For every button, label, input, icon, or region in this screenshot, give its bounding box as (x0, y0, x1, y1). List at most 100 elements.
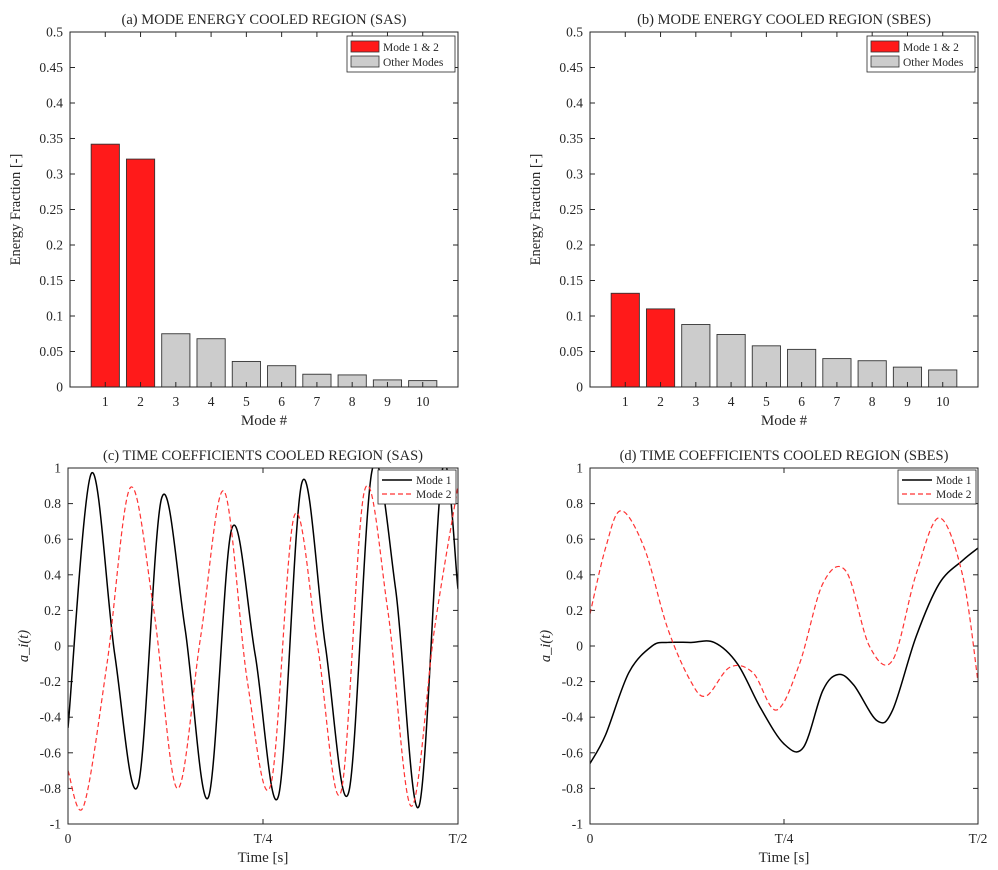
legend-label: Mode 2 (416, 489, 452, 501)
chart-title: (a) MODE ENERGY COOLED REGION (SAS) (121, 12, 406, 28)
x-tick-label: 5 (763, 394, 770, 409)
x-tick-label: 8 (349, 394, 356, 409)
y-tick-label: 0 (56, 380, 63, 395)
series-line-mode-2 (590, 510, 978, 711)
y-tick-label: 0.5 (46, 25, 63, 40)
y-tick-label: 0.05 (39, 344, 63, 359)
y-tick-label: 0.2 (566, 238, 583, 253)
x-tick-label: 2 (137, 394, 144, 409)
y-tick-label: 0.35 (559, 131, 583, 146)
y-tick-label: 0.3 (566, 167, 583, 182)
y-tick-label: 0 (54, 639, 61, 654)
x-axis-label: Time [s] (238, 850, 289, 866)
x-tick-label: T/4 (775, 831, 794, 846)
bar-mode-4 (716, 334, 746, 388)
y-tick-label: 0 (576, 639, 583, 654)
chart-title: (b) MODE ENERGY COOLED REGION (SBES) (637, 12, 931, 28)
y-tick-label: 0.4 (566, 567, 583, 582)
legend-label: Other Modes (903, 57, 964, 69)
y-tick-label: 0.4 (566, 96, 583, 111)
series-lines (68, 468, 458, 811)
y-tick-label: -1 (572, 817, 583, 832)
bar-mode-1 (610, 292, 640, 388)
legend-label: Mode 1 (936, 475, 972, 487)
y-tick-label: 0.8 (44, 496, 61, 511)
y-tick-label: 0.45 (39, 60, 63, 75)
legend-label: Mode 1 (416, 475, 452, 487)
y-tick-label: 0.2 (566, 603, 583, 618)
y-tick-label: 0.3 (46, 167, 63, 182)
x-tick-label: 0 (587, 831, 594, 846)
y-tick-label: -0.6 (40, 745, 62, 760)
y-tick-label: -0.2 (562, 674, 583, 689)
x-tick-label: 6 (278, 394, 285, 409)
y-tick-label: -0.8 (40, 781, 62, 796)
y-tick-label: 0.45 (559, 60, 583, 75)
y-tick-label: 1 (54, 461, 61, 476)
x-tick-label: 8 (869, 394, 876, 409)
x-tick-label: 6 (798, 394, 805, 409)
bar-mode-5 (751, 345, 781, 388)
legend-box (897, 469, 977, 505)
x-tick-label: 5 (243, 394, 250, 409)
y-tick-label: 0.8 (566, 496, 583, 511)
x-tick-label: 4 (728, 394, 735, 409)
y-axis-label: a_i(t) (16, 630, 32, 662)
x-axis-label: Time [s] (759, 850, 810, 866)
x-tick-label: T/2 (969, 831, 988, 846)
y-tick-label: 0.1 (46, 309, 63, 324)
x-tick-label: 2 (657, 394, 664, 409)
series-line-mode-1 (68, 468, 458, 809)
y-tick-label: -0.8 (562, 781, 584, 796)
x-tick-label: 9 (904, 394, 911, 409)
legend-label: Mode 1 & 2 (903, 42, 959, 54)
x-tick-label: 7 (314, 394, 321, 409)
chart-title: (d) TIME COEFFICIENTS COOLED REGION (SBE… (620, 448, 949, 464)
x-axis-label: Mode # (761, 413, 808, 429)
bar-mode-5 (231, 360, 261, 388)
x-tick-label: 3 (692, 394, 699, 409)
y-tick-label: -0.6 (562, 745, 584, 760)
legend-label: Other Modes (383, 57, 444, 69)
y-tick-label: 0.2 (44, 603, 61, 618)
y-tick-label: 0.4 (44, 567, 61, 582)
axes-box (67, 467, 459, 825)
x-tick-label: 1 (102, 394, 109, 409)
bar-mode-4 (196, 338, 226, 388)
x-tick-label: 0 (65, 831, 72, 846)
bar-mode-1 (90, 143, 120, 388)
series-line-mode-2 (68, 484, 458, 811)
y-tick-label: -0.4 (562, 710, 584, 725)
axes-box (589, 467, 979, 825)
y-tick-label: 0.2 (46, 238, 63, 253)
legend-label: Mode 2 (936, 489, 972, 501)
y-tick-label: 0.6 (566, 532, 583, 547)
y-tick-label: -0.4 (40, 710, 62, 725)
y-tick-label: -0.2 (40, 674, 61, 689)
chart-title: (c) TIME COEFFICIENTS COOLED REGION (SAS… (103, 448, 423, 464)
y-tick-label: 0.25 (559, 202, 583, 217)
y-tick-label: -1 (50, 817, 61, 832)
legend-label: Mode 1 & 2 (383, 42, 439, 54)
x-tick-label: T/4 (254, 831, 273, 846)
legend-swatch (350, 55, 380, 68)
y-tick-label: 0.1 (566, 309, 583, 324)
legend-swatch (350, 40, 380, 53)
legend-swatch (870, 40, 900, 53)
axes-box (589, 31, 979, 388)
chart-panel-c: (c) TIME COEFFICIENTS COOLED REGION (SAS… (16, 448, 467, 866)
y-axis-label: a_i(t) (538, 630, 554, 662)
y-tick-label: 0 (576, 380, 583, 395)
bar-mode-3 (161, 333, 191, 388)
series-line-mode-1 (590, 547, 978, 764)
x-tick-label: 10 (416, 394, 430, 409)
chart-panel-b: (b) MODE ENERGY COOLED REGION (SBES) 0 0.0… (528, 12, 979, 429)
legend-swatch (870, 55, 900, 68)
y-tick-label: 0.35 (39, 131, 63, 146)
x-tick-label: T/2 (449, 831, 468, 846)
y-tick-label: 0.05 (559, 344, 583, 359)
x-tick-label: 9 (384, 394, 391, 409)
x-tick-label: 3 (172, 394, 179, 409)
x-tick-label: 4 (208, 394, 215, 409)
